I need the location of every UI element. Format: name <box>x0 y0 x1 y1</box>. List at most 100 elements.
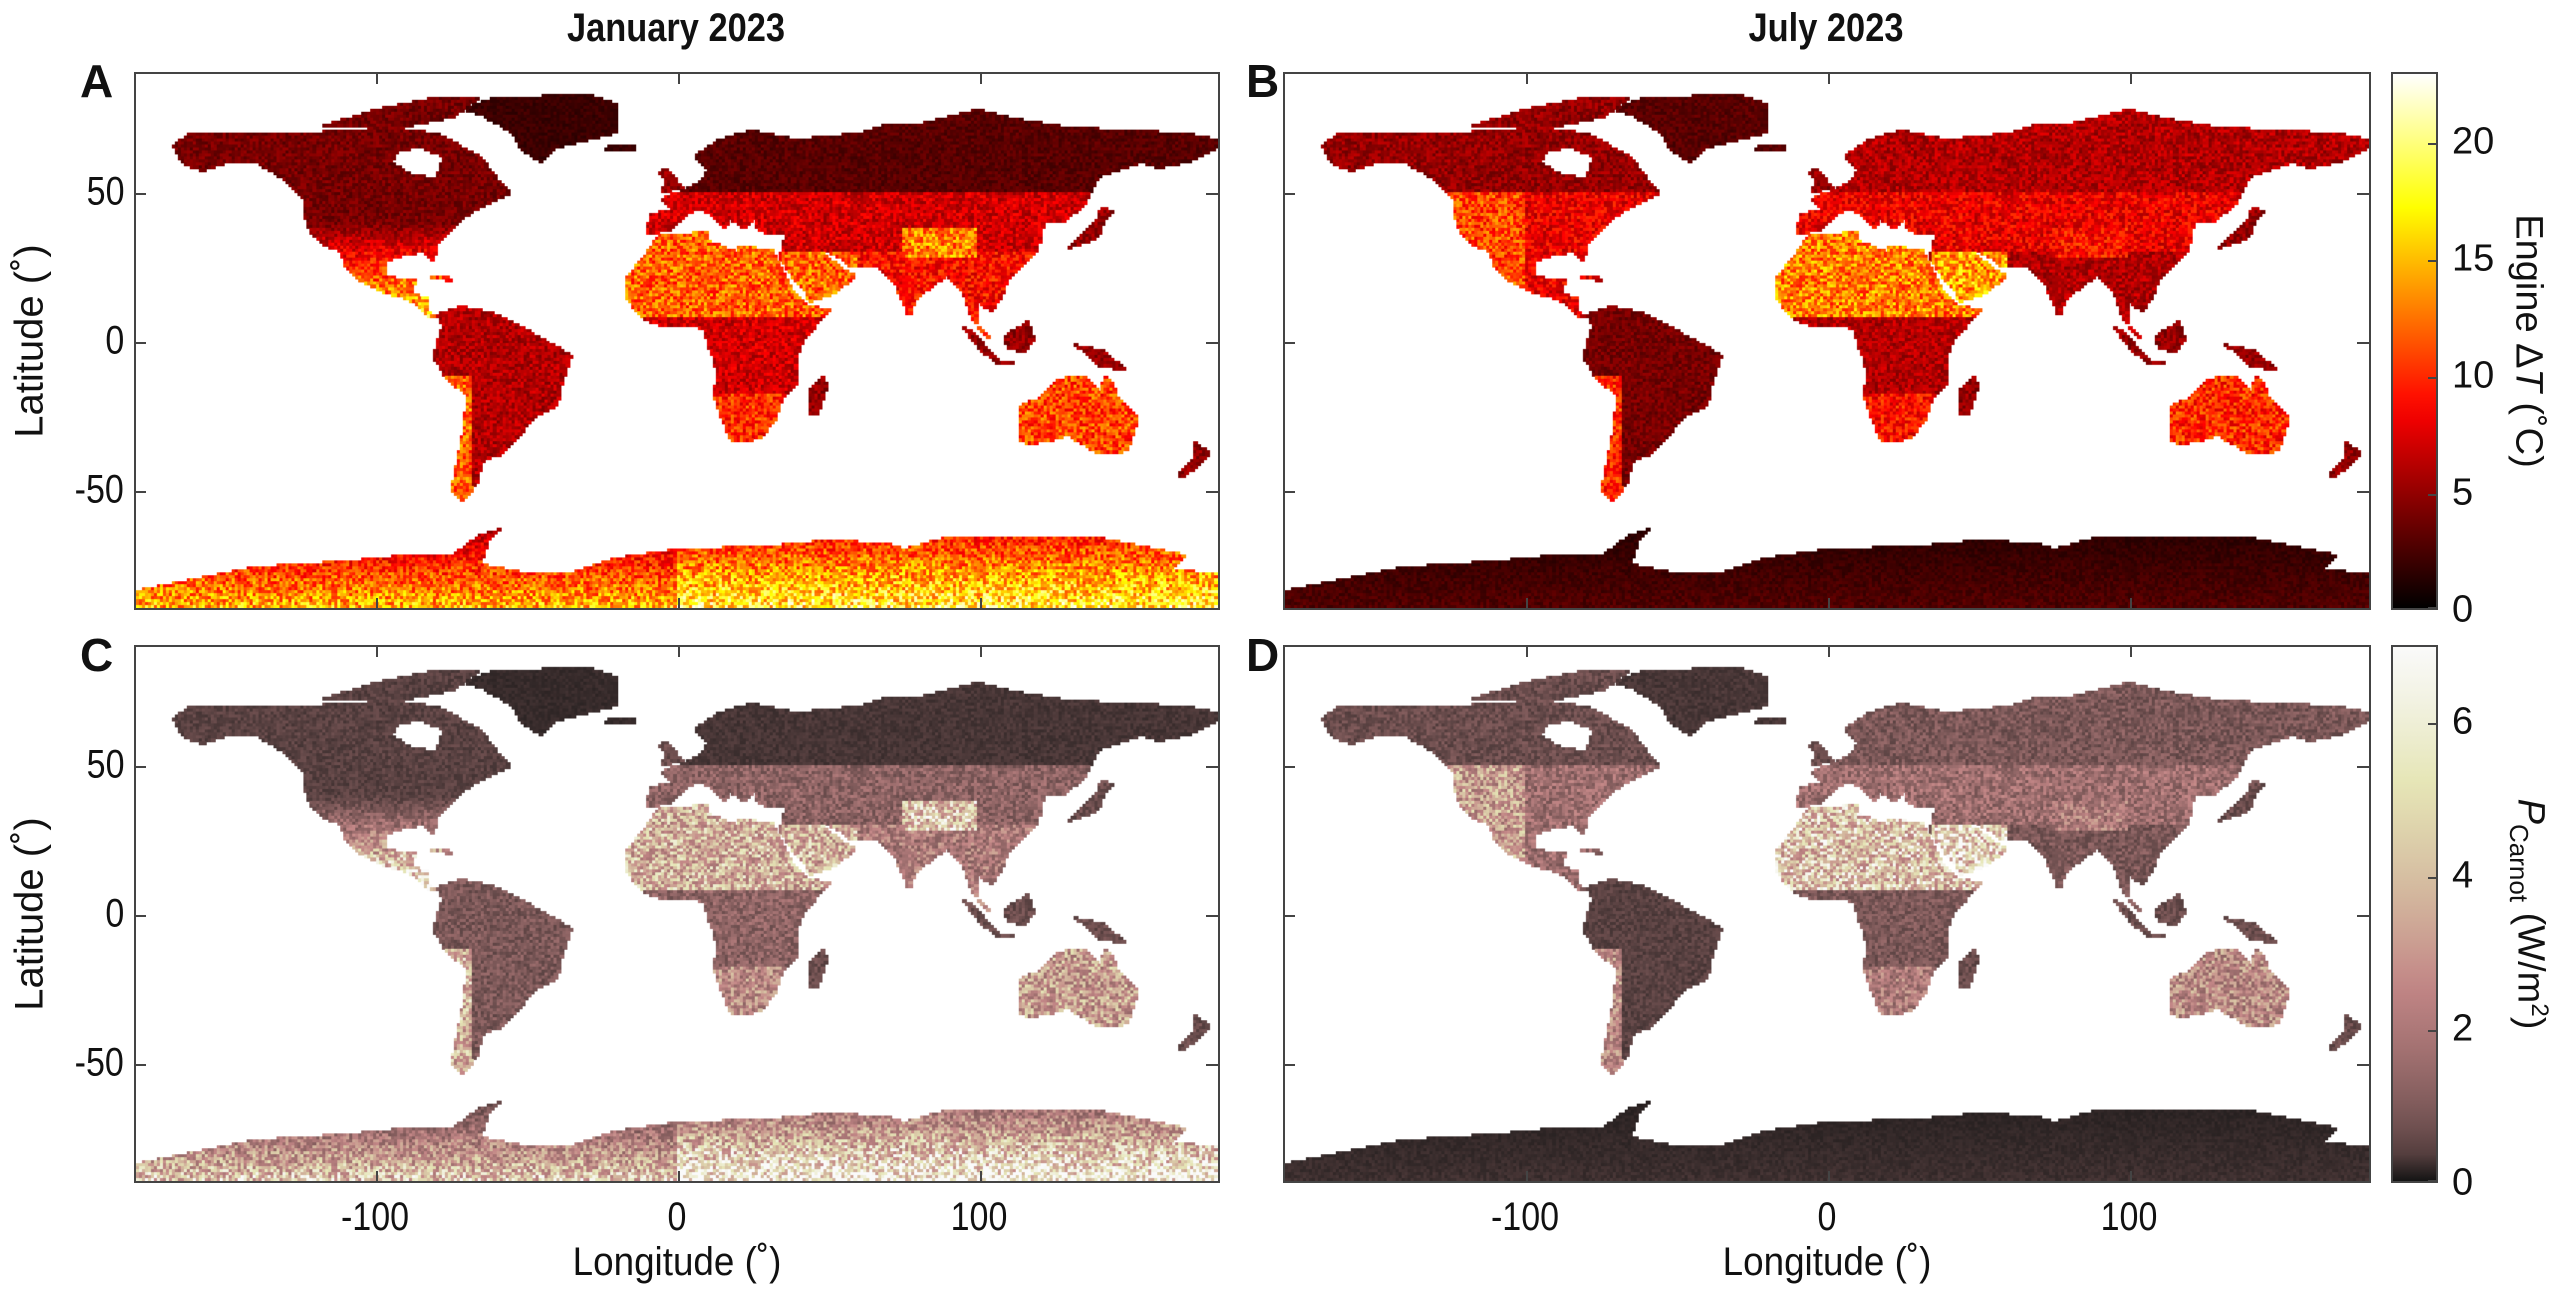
y-tick-mark <box>1283 765 1295 768</box>
heatmap-raster <box>1285 74 2369 608</box>
x-tick-mark <box>1525 72 1528 84</box>
y-tick-mark <box>134 1064 146 1067</box>
colorbar-tick-label: 2 <box>2452 1007 2474 1050</box>
y-axis-label-top: Latitude (˚) <box>7 244 52 438</box>
label-subscript: Carnot <box>2503 824 2534 903</box>
x-tick-mark <box>376 72 379 84</box>
x-tick-label: 100 <box>950 1195 1008 1239</box>
x-tick-mark <box>1828 1171 1830 1183</box>
y-tick-mark <box>1206 765 1218 768</box>
x-tick-mark <box>2130 72 2133 84</box>
x-tick-mark <box>376 1171 379 1183</box>
colorbar-tick-label: 15 <box>2452 237 2495 280</box>
y-tick-mark <box>2357 342 2369 344</box>
x-tick-label: 100 <box>2100 1195 2158 1239</box>
label-italic: T <box>2507 368 2550 392</box>
y-tick-mark <box>2357 1064 2369 1067</box>
y-tick-mark <box>2357 491 2369 494</box>
colorbar-tick-mark <box>2428 377 2436 380</box>
colorbar-tick-mark <box>2428 1030 2436 1033</box>
y-axis-label-bottom: Latitude (˚) <box>7 817 52 1011</box>
y-tick-mark <box>134 491 146 494</box>
y-tick-mark <box>1206 491 1218 494</box>
x-tick-label: -100 <box>341 1195 410 1239</box>
panel-letter-a: A <box>80 55 114 107</box>
y-tick-mark <box>134 915 146 917</box>
column-title-july: July 2023 <box>1748 6 1904 50</box>
map-panel-d <box>1283 645 2371 1183</box>
x-tick-mark <box>979 1171 982 1183</box>
map-panel-b <box>1283 72 2371 610</box>
x-tick-mark <box>2130 645 2133 657</box>
x-tick-mark <box>1828 72 1830 84</box>
y-tick-mark <box>2357 915 2369 917</box>
y-tick-label: 50 <box>86 169 124 214</box>
x-tick-mark <box>678 645 680 657</box>
y-tick-label: 50 <box>86 742 124 787</box>
x-tick-mark <box>376 598 379 610</box>
y-tick-mark <box>134 765 146 768</box>
y-tick-mark <box>1283 1064 1295 1067</box>
y-tick-label: -50 <box>74 467 124 512</box>
x-tick-mark <box>1828 598 1830 610</box>
label-part: (W/m <box>2509 902 2552 1004</box>
x-axis-label-right: Longitude (˚) <box>1722 1240 1932 1284</box>
x-tick-mark <box>678 1171 680 1183</box>
colorbar-label-engine-delta-t: Engine ΔT (˚C) <box>2507 214 2550 467</box>
x-tick-mark <box>1525 645 1528 657</box>
y-tick-mark <box>1206 1064 1218 1067</box>
y-tick-mark <box>1283 192 1295 195</box>
colorbar-tick-label: 0 <box>2452 588 2474 631</box>
x-tick-mark <box>1525 598 1528 610</box>
label-part: (˚C) <box>2507 391 2550 468</box>
x-tick-label: 0 <box>1817 1195 1837 1239</box>
x-tick-mark <box>1525 1171 1528 1183</box>
colorbar-tick-mark <box>2428 494 2436 497</box>
x-tick-mark <box>2130 1171 2133 1183</box>
colorbar-tick-mark <box>2428 143 2436 146</box>
colorbar-tick-label: 5 <box>2452 471 2474 514</box>
panel-letter-d: D <box>1246 629 1280 681</box>
colorbar-label-p-carnot: PCarnot (W/m2) <box>2503 799 2553 1030</box>
colorbar-tick-label: 4 <box>2452 854 2474 897</box>
map-panel-c <box>134 645 1220 1183</box>
y-tick-label: -50 <box>74 1040 124 1085</box>
y-tick-mark <box>134 192 146 195</box>
x-tick-mark <box>678 72 680 84</box>
x-tick-label: 0 <box>667 1195 687 1239</box>
label-superscript: 2 <box>2526 1003 2554 1017</box>
y-tick-mark <box>134 342 146 344</box>
colorbar-tick-label: 10 <box>2452 354 2495 397</box>
y-tick-label: 0 <box>105 891 124 936</box>
label-part: Engine Δ <box>2507 214 2550 369</box>
x-tick-mark <box>979 598 982 610</box>
colorbar-p-carnot <box>2391 645 2438 1183</box>
y-tick-mark <box>1283 342 1295 344</box>
x-tick-mark <box>2130 598 2133 610</box>
colorbar-tick-label: 6 <box>2452 700 2474 743</box>
heatmap-raster <box>136 647 1218 1181</box>
y-tick-mark <box>1283 491 1295 494</box>
heatmap-raster <box>1285 647 2369 1181</box>
x-tick-label: -100 <box>1490 1195 1559 1239</box>
colorbar-tick-label: 20 <box>2452 120 2495 163</box>
y-tick-mark <box>2357 192 2369 195</box>
panel-letter-c: C <box>80 629 114 681</box>
x-tick-mark <box>979 72 982 84</box>
x-tick-mark <box>678 598 680 610</box>
column-title-january: January 2023 <box>566 6 786 50</box>
heatmap-raster <box>136 74 1218 608</box>
x-axis-label-left: Longitude (˚) <box>572 1240 782 1284</box>
map-panel-a <box>134 72 1220 610</box>
y-tick-mark <box>1206 915 1218 917</box>
colorbar-tick-label: 0 <box>2452 1161 2474 1204</box>
colorbar-engine-delta-t <box>2391 72 2438 610</box>
y-tick-mark <box>1206 342 1218 344</box>
x-tick-mark <box>1828 645 1830 657</box>
x-tick-mark <box>979 645 982 657</box>
x-tick-mark <box>376 645 379 657</box>
label-part: ) <box>2509 1016 2552 1030</box>
y-tick-mark <box>1206 192 1218 195</box>
panel-letter-b: B <box>1246 55 1280 107</box>
colorbar-tick-mark <box>2428 260 2436 263</box>
